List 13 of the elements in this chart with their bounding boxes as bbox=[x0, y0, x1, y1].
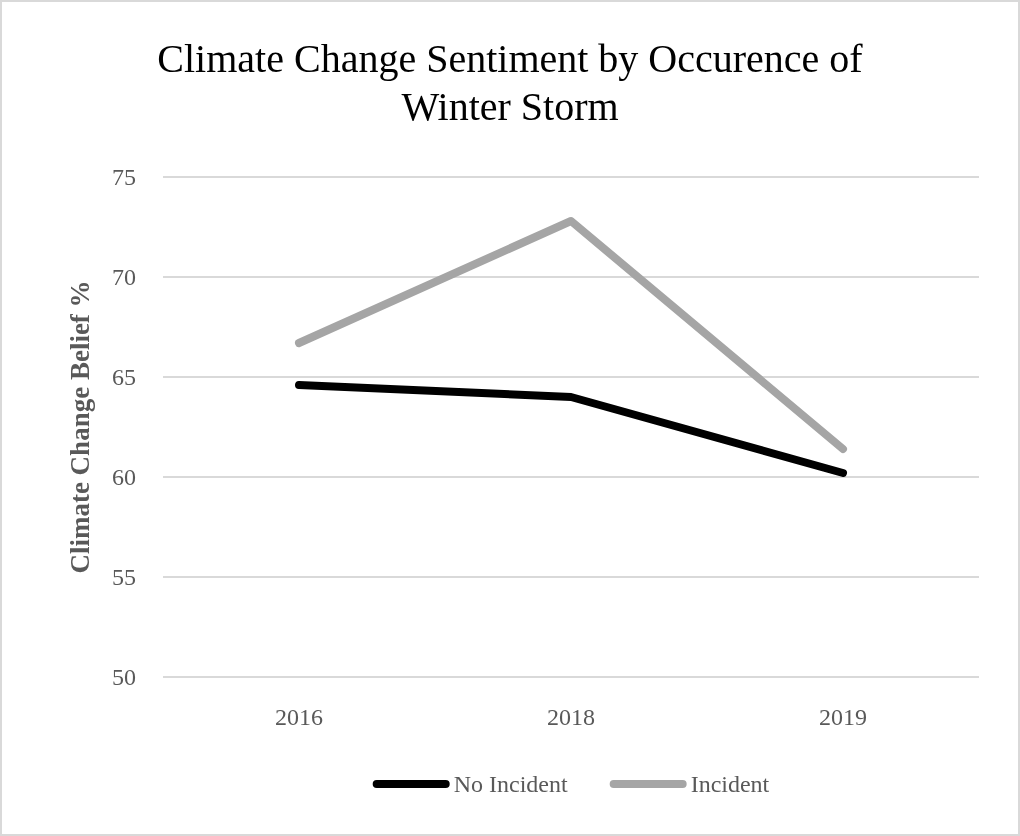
x-tick-label: 2018 bbox=[547, 704, 595, 730]
legend-label: No Incident bbox=[453, 771, 568, 798]
chart-title: Climate Change Sentiment by Occurence of Winter Storm bbox=[157, 36, 864, 129]
legend-label: Incident bbox=[690, 771, 770, 798]
y-axis-title: Climate Change Belief % bbox=[65, 280, 96, 574]
x-tick-label: 2019 bbox=[819, 704, 867, 730]
y-tick-label: 60 bbox=[112, 464, 136, 491]
y-tick-label: 55 bbox=[112, 564, 136, 591]
y-tick-label: 75 bbox=[112, 164, 136, 191]
y-tick-label: 70 bbox=[112, 264, 136, 291]
y-tick-label: 50 bbox=[112, 664, 136, 691]
x-tick-label: 2016 bbox=[275, 704, 323, 730]
y-tick-label: 65 bbox=[112, 364, 136, 391]
